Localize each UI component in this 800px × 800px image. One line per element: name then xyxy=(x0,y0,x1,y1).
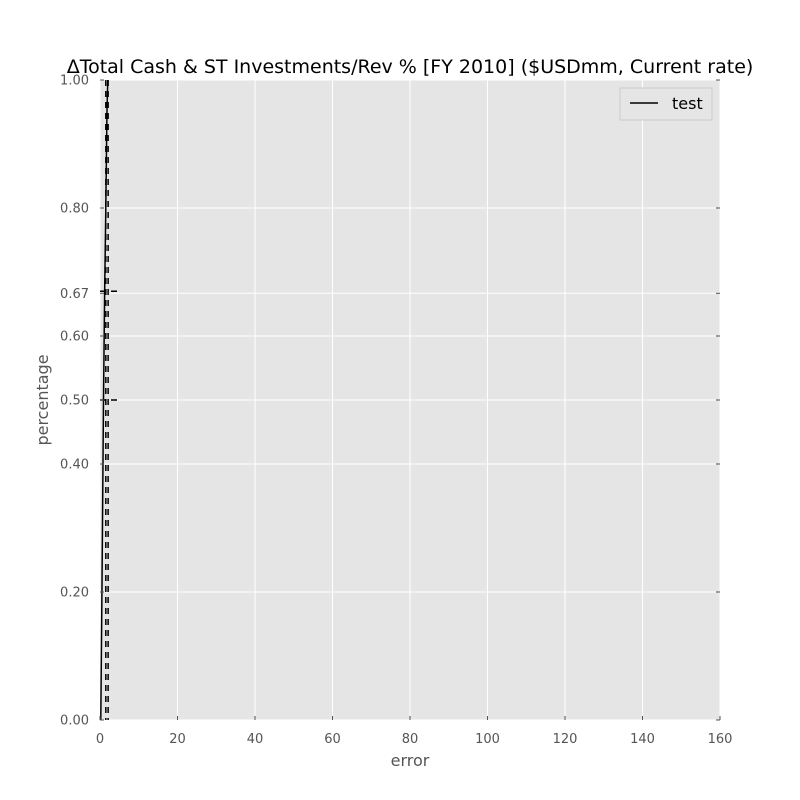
x-tick-label: 60 xyxy=(324,732,341,747)
ticks-group xyxy=(99,79,721,721)
y-axis-label: percentage xyxy=(33,354,52,445)
chart-title: ΔTotal Cash & ST Investments/Rev % [FY 2… xyxy=(67,56,754,78)
y-tick-label: 0.80 xyxy=(60,202,89,217)
x-tick-label: 0 xyxy=(96,732,104,747)
tick-labels-group: 0 20 40 60 80 100 120 140 160 0.00 0.20 0.40 0.50 0.6… xyxy=(60,74,732,748)
legend: test xyxy=(619,87,713,121)
y-tick-label: 0.40 xyxy=(60,458,89,473)
y-tick-label: 0.50 xyxy=(60,394,89,409)
y-tick-label: 0.67 xyxy=(60,287,89,302)
x-tick-label: 40 xyxy=(247,732,264,747)
legend-label-test: test xyxy=(672,94,703,113)
y-tick-label: 0.60 xyxy=(60,330,89,345)
x-tick-label: 80 xyxy=(402,732,419,747)
x-tick-label: 100 xyxy=(475,732,500,747)
x-tick-label: 120 xyxy=(553,732,578,747)
y-tick-label: 0.00 xyxy=(60,714,89,729)
x-tick-label: 160 xyxy=(708,732,733,747)
y-tick-label: 1.00 xyxy=(60,74,89,89)
legend-box xyxy=(619,87,713,121)
y-tick-label: 0.20 xyxy=(60,586,89,601)
x-tick-label: 20 xyxy=(169,732,186,747)
x-tick-label: 140 xyxy=(630,732,655,747)
x-axis-label: error xyxy=(391,751,430,770)
